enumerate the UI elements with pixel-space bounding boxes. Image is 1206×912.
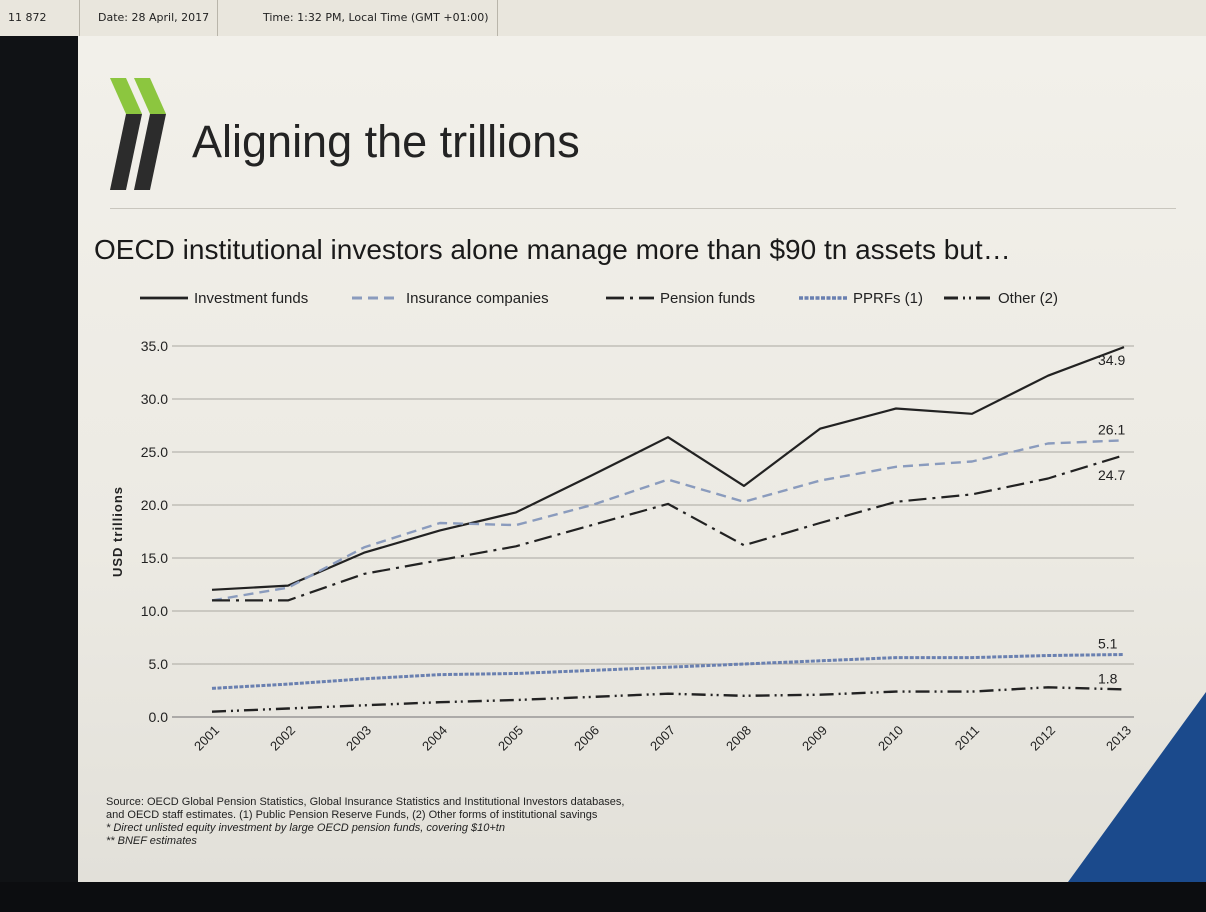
monitor-bezel-bottom: [0, 882, 1206, 912]
legend-label: Other (2): [998, 290, 1058, 307]
source-line-4: ** BNEF estimates: [106, 835, 197, 847]
end-value-label: 5.1: [1098, 635, 1118, 651]
y-tick-label: 15.0: [141, 550, 168, 566]
title-divider: [110, 208, 1176, 209]
source-note: Source: OECD Global Pension Statistics, …: [106, 796, 624, 848]
end-value-label: 34.9: [1098, 352, 1125, 368]
y-axis-label: USD trillions: [110, 486, 125, 577]
source-line-3: * Direct unlisted equity investment by l…: [106, 822, 505, 834]
y-tick-label: 0.0: [149, 709, 169, 725]
source-line-1: Source: OECD Global Pension Statistics, …: [106, 796, 625, 808]
legend-label: PPRFs (1): [853, 290, 923, 307]
reference-number: 11 872: [0, 0, 80, 36]
legend-label: Insurance companies: [406, 290, 549, 307]
logo-chevron-1-top: [110, 78, 142, 114]
slide-subtitle: OECD institutional investors alone manag…: [94, 234, 1011, 265]
legend-label: Pension funds: [660, 290, 755, 307]
series-line-2: [212, 454, 1125, 602]
oecd-chevron-logo: [110, 78, 166, 190]
slide-title: Aligning the trillions: [192, 116, 580, 167]
logo-chevron-2-bottom: [134, 114, 166, 190]
y-tick-label: 25.0: [141, 444, 168, 460]
top-status-bar: 11 872 Date: 28 April, 2017 Time: 1:32 P…: [0, 0, 1206, 37]
legend-label: Investment funds: [194, 290, 308, 307]
monitor-bezel-left: [0, 36, 78, 912]
y-tick-label: 5.0: [149, 656, 169, 672]
y-tick-label: 30.0: [141, 391, 168, 407]
y-tick-label: 10.0: [141, 603, 168, 619]
logo-chevron-2-top: [134, 78, 166, 114]
source-line-2: and OECD staff estimates. (1) Public Pen…: [106, 809, 598, 821]
line-chart: 0.0 5.0 10.0 15.0 20.0 25.0 30.0 35.0 USD trilli…: [110, 290, 1134, 754]
corner-decoration: [1068, 692, 1206, 882]
end-value-label: 26.1: [1098, 421, 1125, 437]
series-line-3: [211, 653, 1125, 690]
logo-chevron-1-bottom: [110, 114, 142, 190]
end-value-label: 24.7: [1098, 467, 1125, 483]
time-field: Time: 1:32 PM, Local Time (GMT +01:00): [255, 0, 498, 36]
series-line-4: [211, 686, 1125, 713]
series-line-0: [211, 346, 1125, 591]
y-tick-label: 20.0: [141, 497, 168, 513]
corner-triangle: [1068, 692, 1206, 882]
series-line-1: [211, 439, 1125, 602]
presentation-slide: Aligning the trillions OECD institutiona…: [78, 36, 1206, 882]
date-field: Date: 28 April, 2017: [90, 0, 219, 36]
y-tick-label: 35.0: [141, 338, 168, 354]
end-value-label: 1.8: [1098, 670, 1118, 686]
